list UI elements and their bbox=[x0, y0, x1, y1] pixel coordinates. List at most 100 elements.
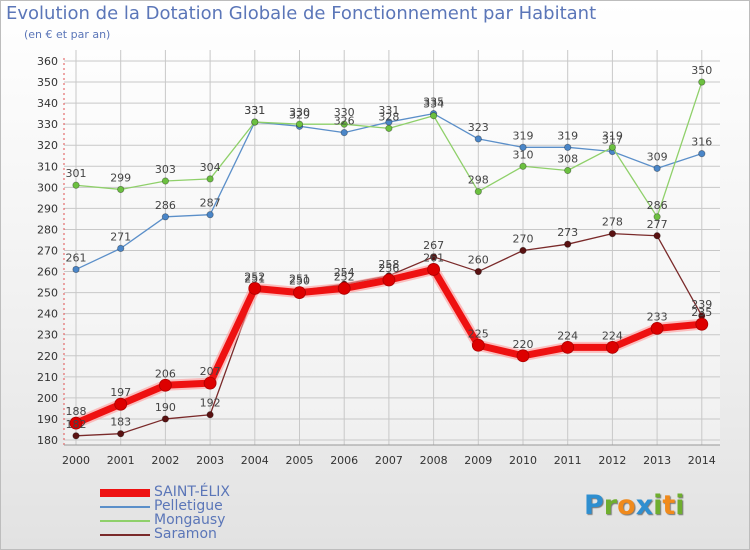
data-label: 183 bbox=[110, 416, 131, 429]
y-tick-label: 360 bbox=[37, 55, 58, 68]
y-tick-label: 340 bbox=[37, 97, 58, 110]
data-label: 250 bbox=[289, 275, 310, 288]
y-tick-label: 200 bbox=[37, 392, 58, 405]
logo-letter: o bbox=[617, 490, 636, 521]
x-tick-label: 2004 bbox=[241, 454, 269, 467]
data-label: 261 bbox=[66, 251, 87, 264]
data-point bbox=[474, 135, 482, 143]
proxiti-logo: Proxiti bbox=[584, 490, 685, 521]
x-tick-label: 2007 bbox=[375, 454, 403, 467]
data-point bbox=[474, 187, 482, 196]
x-tick-label: 2000 bbox=[62, 454, 90, 467]
data-label: 252 bbox=[334, 270, 355, 283]
data-point bbox=[698, 150, 706, 158]
data-label: 270 bbox=[513, 233, 534, 246]
y-tick-label: 320 bbox=[37, 139, 58, 152]
y-tick-label: 250 bbox=[37, 287, 58, 300]
data-label: 308 bbox=[557, 152, 578, 165]
y-tick-label: 220 bbox=[37, 350, 58, 363]
data-label: 261 bbox=[423, 251, 444, 264]
data-label: 224 bbox=[602, 329, 623, 342]
legend-label: Saramon bbox=[154, 526, 217, 542]
x-tick-label: 2003 bbox=[196, 454, 224, 467]
data-label: 298 bbox=[468, 174, 489, 187]
legend-swatch bbox=[100, 534, 150, 536]
logo-letter: x bbox=[635, 490, 654, 521]
data-point bbox=[206, 211, 214, 219]
data-point bbox=[69, 416, 83, 430]
y-tick-label: 210 bbox=[37, 371, 58, 384]
data-point bbox=[248, 281, 262, 295]
logo-letter: i bbox=[653, 490, 663, 521]
legend-label: Pelletigue bbox=[154, 498, 223, 514]
data-point bbox=[117, 244, 125, 252]
data-label: 286 bbox=[155, 199, 176, 212]
data-label: 273 bbox=[557, 226, 578, 239]
data-point bbox=[653, 213, 661, 221]
chart-subtitle: (en € et par an) bbox=[24, 28, 111, 41]
y-tick-label: 180 bbox=[37, 434, 58, 447]
legend-swatch bbox=[100, 520, 150, 522]
data-label: 316 bbox=[691, 136, 712, 149]
data-point bbox=[519, 162, 527, 170]
data-label: 350 bbox=[691, 64, 712, 77]
data-label: 331 bbox=[244, 104, 265, 117]
data-label: 330 bbox=[334, 106, 355, 119]
data-point bbox=[117, 185, 125, 194]
data-point bbox=[564, 166, 572, 175]
data-point bbox=[427, 263, 441, 276]
x-tick-label: 2009 bbox=[464, 454, 492, 467]
data-point bbox=[340, 120, 348, 128]
data-point bbox=[564, 240, 572, 248]
y-tick-label: 350 bbox=[37, 76, 58, 89]
data-point bbox=[72, 181, 80, 189]
data-label: 224 bbox=[557, 329, 578, 342]
x-tick-label: 2002 bbox=[151, 454, 179, 467]
data-label: 287 bbox=[200, 197, 221, 210]
data-point bbox=[653, 164, 661, 172]
data-label: 260 bbox=[468, 254, 489, 267]
data-point bbox=[519, 143, 527, 151]
y-tick-label: 300 bbox=[37, 181, 58, 194]
x-tick-label: 2013 bbox=[643, 454, 671, 467]
data-label: 256 bbox=[378, 262, 399, 275]
data-point bbox=[340, 128, 348, 137]
y-tick-label: 310 bbox=[37, 160, 58, 173]
data-point bbox=[72, 265, 80, 274]
data-label: 182 bbox=[66, 418, 87, 431]
y-tick-label: 270 bbox=[37, 245, 58, 258]
data-point bbox=[117, 430, 125, 438]
data-label: 286 bbox=[647, 199, 668, 212]
y-tick-label: 330 bbox=[37, 118, 58, 131]
data-point bbox=[695, 317, 709, 331]
data-point bbox=[564, 143, 572, 151]
data-label: 220 bbox=[513, 338, 534, 351]
x-tick-label: 2012 bbox=[598, 454, 626, 467]
data-point bbox=[382, 273, 396, 287]
data-point bbox=[474, 267, 482, 276]
data-point bbox=[608, 230, 617, 238]
data-label: 309 bbox=[647, 150, 668, 163]
data-label: 271 bbox=[110, 230, 131, 243]
data-label: 225 bbox=[468, 327, 489, 340]
data-label: 251 bbox=[289, 273, 310, 286]
data-label: 319 bbox=[557, 129, 578, 142]
data-label: 254 bbox=[334, 266, 355, 279]
data-label: 207 bbox=[200, 365, 221, 378]
data-point bbox=[206, 175, 214, 183]
data-label: 233 bbox=[647, 310, 668, 323]
data-point bbox=[161, 177, 169, 185]
data-point bbox=[698, 78, 706, 86]
data-point bbox=[561, 340, 575, 354]
data-point bbox=[293, 286, 306, 300]
data-point bbox=[429, 253, 438, 261]
data-label: 303 bbox=[155, 163, 176, 176]
legend-swatch bbox=[100, 506, 150, 508]
x-tick-label: 2008 bbox=[420, 454, 448, 467]
data-label: 335 bbox=[423, 96, 444, 109]
logo-letter: P bbox=[584, 490, 604, 521]
data-point bbox=[429, 112, 438, 120]
y-tick-label: 260 bbox=[37, 266, 58, 279]
data-label: 326 bbox=[334, 115, 355, 128]
